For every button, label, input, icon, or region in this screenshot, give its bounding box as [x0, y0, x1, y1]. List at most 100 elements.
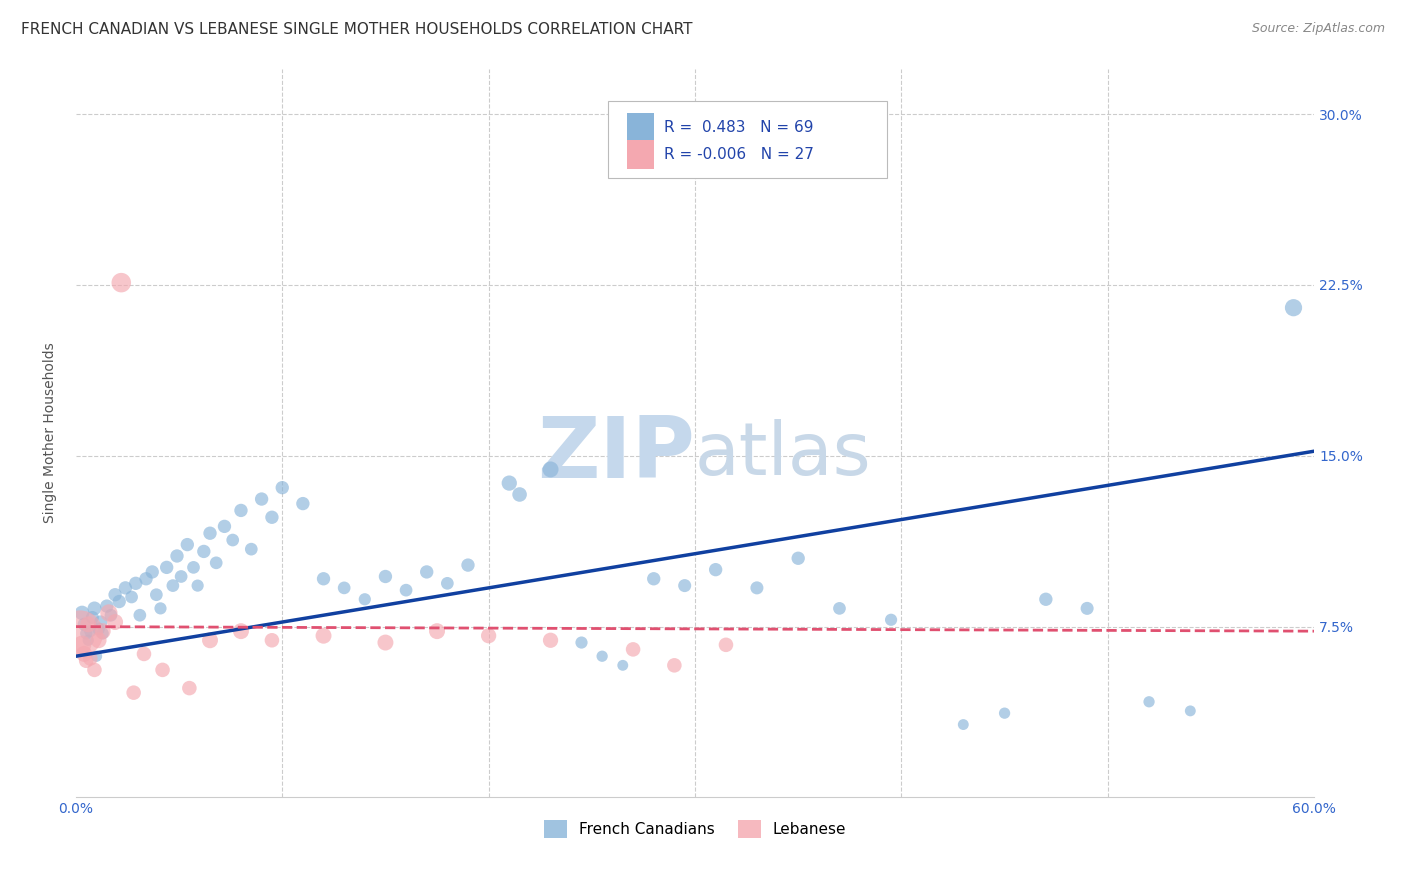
- Point: [79, 651, 101, 665]
- Point: [149, 601, 172, 615]
- Point: [621, 642, 644, 657]
- Point: [374, 635, 396, 649]
- Point: [87, 622, 110, 636]
- Point: [426, 624, 449, 639]
- Point: [952, 717, 974, 731]
- Point: [198, 633, 221, 648]
- Point: [86, 649, 108, 664]
- Point: [70, 606, 93, 620]
- Point: [214, 519, 236, 533]
- Point: [69, 626, 91, 640]
- Text: FRENCH CANADIAN VS LEBANESE SINGLE MOTHER HOUSEHOLDS CORRELATION CHART: FRENCH CANADIAN VS LEBANESE SINGLE MOTHE…: [21, 22, 693, 37]
- Point: [571, 635, 593, 649]
- Point: [90, 615, 112, 629]
- Text: Source: ZipAtlas.com: Source: ZipAtlas.com: [1251, 22, 1385, 36]
- Point: [374, 569, 396, 583]
- Point: [100, 608, 122, 623]
- Point: [271, 481, 294, 495]
- Point: [83, 601, 105, 615]
- Point: [436, 576, 458, 591]
- Point: [457, 558, 479, 573]
- Point: [83, 663, 105, 677]
- Point: [704, 563, 727, 577]
- Y-axis label: Single Mother Households: Single Mother Households: [44, 343, 58, 524]
- Point: [673, 579, 696, 593]
- Point: [260, 510, 283, 524]
- Point: [1035, 592, 1057, 607]
- Point: [478, 629, 501, 643]
- Point: [333, 581, 356, 595]
- Point: [97, 606, 120, 620]
- Point: [612, 658, 634, 673]
- Point: [121, 590, 143, 604]
- Legend: French Canadians, Lebanese: French Canadians, Lebanese: [537, 814, 852, 845]
- Point: [70, 638, 93, 652]
- Point: [353, 592, 375, 607]
- Point: [415, 565, 437, 579]
- Point: [291, 497, 314, 511]
- Point: [73, 647, 96, 661]
- Point: [260, 633, 283, 648]
- Point: [114, 581, 136, 595]
- Point: [91, 626, 114, 640]
- Point: [87, 633, 110, 648]
- Point: [250, 491, 273, 506]
- Point: [145, 588, 167, 602]
- Point: [141, 565, 163, 579]
- Point: [509, 487, 531, 501]
- Text: R =  0.483   N = 69: R = 0.483 N = 69: [664, 120, 814, 135]
- Point: [787, 551, 810, 566]
- Point: [183, 560, 205, 574]
- Point: [166, 549, 188, 563]
- Point: [312, 572, 335, 586]
- Point: [176, 538, 198, 552]
- Point: [1180, 704, 1202, 718]
- Point: [498, 476, 520, 491]
- Point: [104, 615, 127, 629]
- Point: [122, 686, 145, 700]
- Point: [128, 608, 150, 623]
- Point: [745, 581, 768, 595]
- Point: [312, 629, 335, 643]
- Point: [229, 503, 252, 517]
- Text: R = -0.006   N = 27: R = -0.006 N = 27: [664, 147, 814, 162]
- Point: [395, 583, 418, 598]
- Point: [1282, 301, 1305, 315]
- Point: [104, 588, 127, 602]
- Point: [110, 276, 132, 290]
- Point: [156, 560, 179, 574]
- FancyBboxPatch shape: [627, 112, 654, 142]
- Point: [96, 599, 118, 613]
- Point: [73, 617, 96, 632]
- Point: [205, 556, 228, 570]
- Point: [880, 613, 903, 627]
- Point: [77, 617, 100, 632]
- Point: [135, 572, 157, 586]
- Point: [222, 533, 245, 547]
- Point: [108, 594, 131, 608]
- Point: [91, 624, 114, 639]
- Point: [179, 681, 201, 695]
- Point: [162, 579, 184, 593]
- Point: [229, 624, 252, 639]
- Point: [75, 626, 97, 640]
- Point: [591, 649, 613, 664]
- Point: [125, 576, 148, 591]
- Point: [132, 647, 155, 661]
- Text: ZIP: ZIP: [537, 413, 695, 496]
- Point: [1076, 601, 1098, 615]
- Point: [643, 572, 665, 586]
- Point: [79, 624, 101, 639]
- Point: [170, 569, 193, 583]
- Point: [187, 579, 209, 593]
- Point: [664, 658, 686, 673]
- Point: [540, 462, 562, 476]
- Point: [540, 633, 562, 648]
- Point: [1137, 695, 1160, 709]
- Text: atlas: atlas: [695, 419, 872, 491]
- FancyBboxPatch shape: [609, 102, 887, 178]
- Point: [198, 526, 221, 541]
- Point: [77, 633, 100, 648]
- Point: [152, 663, 174, 677]
- FancyBboxPatch shape: [627, 140, 654, 169]
